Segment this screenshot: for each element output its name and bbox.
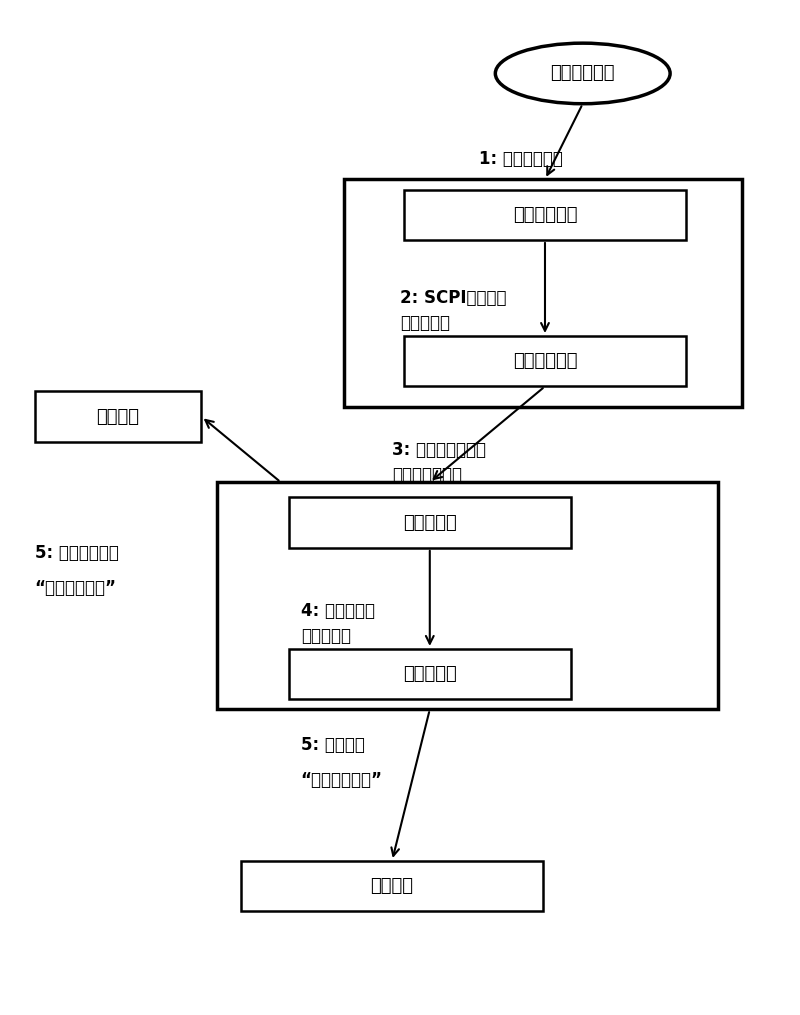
FancyBboxPatch shape xyxy=(404,336,686,387)
Text: 程控命令处理: 程控命令处理 xyxy=(513,352,578,370)
Text: “配置发生变化”: “配置发生变化” xyxy=(301,771,382,789)
Text: 中央配置区: 中央配置区 xyxy=(403,665,457,683)
Text: “配置发生变化”: “配置发生变化” xyxy=(34,580,117,597)
FancyBboxPatch shape xyxy=(289,497,571,548)
Text: 5: 通知底层: 5: 通知底层 xyxy=(301,736,365,754)
Text: 底层控制: 底层控制 xyxy=(370,877,414,895)
FancyBboxPatch shape xyxy=(404,190,686,240)
Text: 外部其他设备: 外部其他设备 xyxy=(550,64,615,82)
FancyBboxPatch shape xyxy=(344,180,742,407)
Text: 3: 直接调用中央配
置区提供的接口: 3: 直接调用中央配 置区提供的接口 xyxy=(392,441,486,483)
Ellipse shape xyxy=(495,44,670,104)
Text: 5: 通知人机界面: 5: 通知人机界面 xyxy=(34,544,118,562)
Text: 1: 接收程控内容: 1: 接收程控内容 xyxy=(479,150,563,168)
FancyBboxPatch shape xyxy=(241,861,543,911)
Text: 2: SCPI命令解析
与命令映射: 2: SCPI命令解析 与命令映射 xyxy=(400,289,506,332)
Text: 4: 自适应算法
与数据设置: 4: 自适应算法 与数据设置 xyxy=(301,602,374,646)
FancyBboxPatch shape xyxy=(289,649,571,699)
Text: 自适应算法: 自适应算法 xyxy=(403,514,457,532)
FancyBboxPatch shape xyxy=(34,392,202,442)
Text: 人机界面: 人机界面 xyxy=(97,408,139,425)
FancyBboxPatch shape xyxy=(218,482,718,709)
Text: 程控部分接口: 程控部分接口 xyxy=(513,206,578,223)
